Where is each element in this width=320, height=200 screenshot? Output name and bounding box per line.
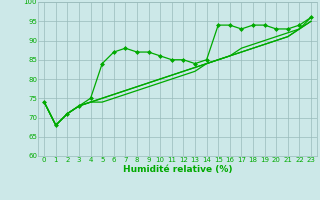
X-axis label: Humidité relative (%): Humidité relative (%) bbox=[123, 165, 232, 174]
